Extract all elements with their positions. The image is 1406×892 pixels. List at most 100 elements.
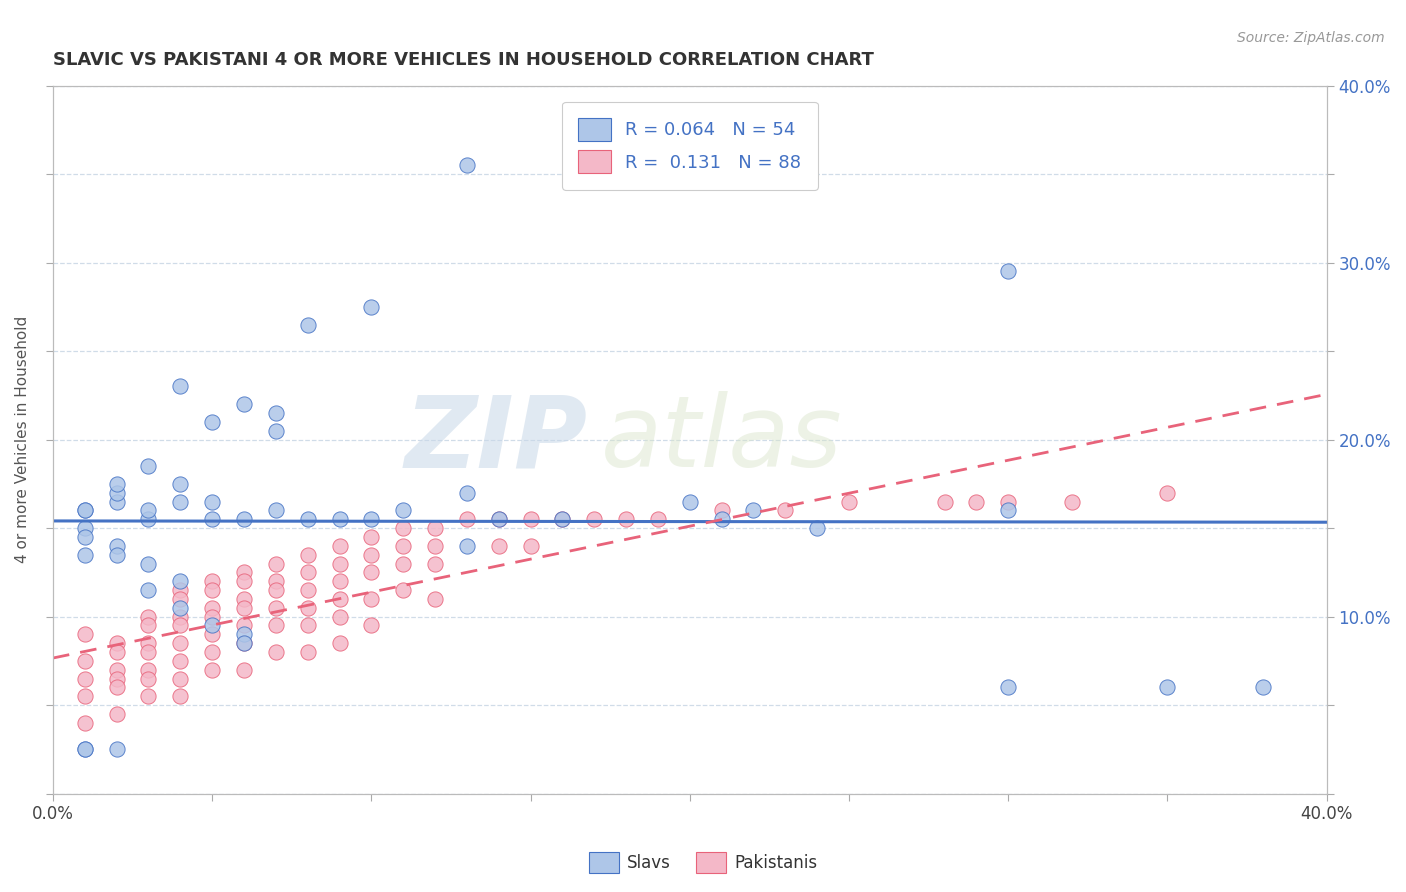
Point bbox=[679, 494, 702, 508]
Point bbox=[73, 503, 96, 517]
Point bbox=[201, 645, 224, 659]
Point bbox=[456, 485, 478, 500]
Point bbox=[423, 521, 446, 535]
Point bbox=[328, 539, 350, 553]
Point bbox=[73, 742, 96, 756]
Point bbox=[456, 158, 478, 172]
Point bbox=[1251, 681, 1274, 695]
Point bbox=[138, 645, 160, 659]
Point bbox=[138, 618, 160, 632]
Point bbox=[233, 663, 256, 677]
Text: atlas: atlas bbox=[600, 391, 842, 488]
Point bbox=[73, 530, 96, 544]
Point bbox=[297, 566, 319, 580]
Point bbox=[169, 690, 191, 704]
Point bbox=[201, 574, 224, 589]
Point bbox=[328, 609, 350, 624]
Point bbox=[169, 574, 191, 589]
Point bbox=[138, 672, 160, 686]
Point bbox=[138, 459, 160, 474]
Point bbox=[264, 618, 287, 632]
Point bbox=[169, 618, 191, 632]
Point bbox=[138, 609, 160, 624]
Point bbox=[1156, 485, 1178, 500]
Point bbox=[233, 397, 256, 411]
Point bbox=[488, 512, 510, 526]
Point bbox=[551, 512, 574, 526]
Point bbox=[138, 690, 160, 704]
Point bbox=[73, 627, 96, 641]
Point bbox=[73, 654, 96, 668]
Point bbox=[169, 654, 191, 668]
Point bbox=[169, 636, 191, 650]
Point bbox=[169, 672, 191, 686]
Point bbox=[997, 264, 1019, 278]
Point bbox=[297, 600, 319, 615]
Point bbox=[233, 636, 256, 650]
Point bbox=[201, 627, 224, 641]
Point bbox=[264, 600, 287, 615]
Point bbox=[264, 645, 287, 659]
Point bbox=[360, 512, 382, 526]
Point bbox=[838, 494, 860, 508]
Point bbox=[233, 600, 256, 615]
Point bbox=[73, 742, 96, 756]
Point bbox=[360, 591, 382, 606]
Point bbox=[360, 530, 382, 544]
Text: SLAVIC VS PAKISTANI 4 OR MORE VEHICLES IN HOUSEHOLD CORRELATION CHART: SLAVIC VS PAKISTANI 4 OR MORE VEHICLES I… bbox=[53, 51, 873, 69]
Point bbox=[138, 512, 160, 526]
Point bbox=[73, 715, 96, 730]
Point bbox=[105, 645, 128, 659]
Point bbox=[360, 300, 382, 314]
Point bbox=[456, 539, 478, 553]
Point bbox=[105, 476, 128, 491]
Point bbox=[392, 521, 415, 535]
Point bbox=[297, 548, 319, 562]
Point bbox=[1060, 494, 1083, 508]
Point bbox=[360, 566, 382, 580]
Point bbox=[264, 424, 287, 438]
Point bbox=[392, 583, 415, 598]
Point bbox=[201, 583, 224, 598]
Point bbox=[710, 503, 733, 517]
Point bbox=[169, 494, 191, 508]
Point bbox=[169, 379, 191, 393]
Point bbox=[105, 539, 128, 553]
Point bbox=[488, 512, 510, 526]
Point bbox=[551, 512, 574, 526]
Point bbox=[328, 512, 350, 526]
Text: ZIP: ZIP bbox=[405, 391, 588, 488]
Point bbox=[392, 557, 415, 571]
Legend: R = 0.064   N = 54, R =  0.131   N = 88: R = 0.064 N = 54, R = 0.131 N = 88 bbox=[562, 102, 817, 190]
Point bbox=[392, 503, 415, 517]
Point bbox=[73, 503, 96, 517]
Point bbox=[233, 512, 256, 526]
Point bbox=[105, 636, 128, 650]
Point bbox=[201, 609, 224, 624]
Point bbox=[297, 618, 319, 632]
Point bbox=[423, 539, 446, 553]
Point bbox=[138, 663, 160, 677]
Point bbox=[138, 557, 160, 571]
Point bbox=[423, 591, 446, 606]
Point bbox=[264, 406, 287, 420]
Point bbox=[328, 591, 350, 606]
Point bbox=[201, 415, 224, 429]
Point bbox=[328, 574, 350, 589]
Point bbox=[264, 583, 287, 598]
Point bbox=[647, 512, 669, 526]
Point bbox=[169, 591, 191, 606]
Point bbox=[169, 609, 191, 624]
Legend: Slavs, Pakistanis: Slavs, Pakistanis bbox=[582, 846, 824, 880]
Point bbox=[138, 583, 160, 598]
Point bbox=[201, 512, 224, 526]
Point bbox=[105, 548, 128, 562]
Point bbox=[456, 512, 478, 526]
Point bbox=[73, 548, 96, 562]
Y-axis label: 4 or more Vehicles in Household: 4 or more Vehicles in Household bbox=[15, 316, 30, 563]
Point bbox=[201, 494, 224, 508]
Point bbox=[233, 618, 256, 632]
Point bbox=[297, 645, 319, 659]
Point bbox=[138, 503, 160, 517]
Point bbox=[264, 557, 287, 571]
